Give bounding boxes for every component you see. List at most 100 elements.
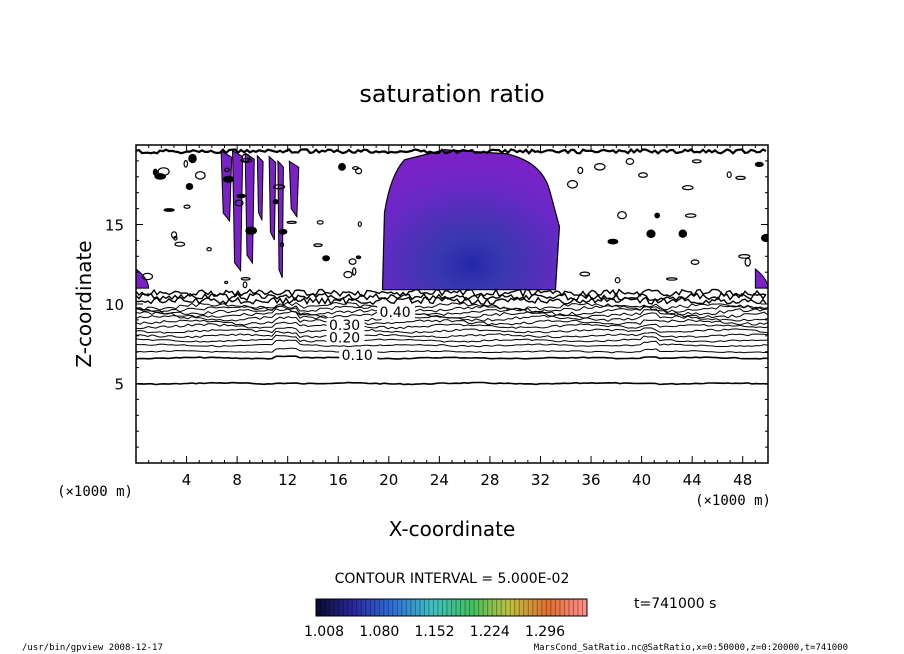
contour-line — [136, 308, 768, 319]
contour-blob — [241, 153, 251, 163]
contour-label: 0.10 — [342, 348, 373, 364]
contour-blob — [566, 180, 578, 189]
contour-blob — [313, 243, 323, 248]
contour-blob — [754, 161, 764, 167]
colorbar-stripes — [320, 599, 583, 616]
x-tick-label: 36 — [581, 471, 600, 489]
contour-blob — [183, 159, 189, 168]
contour-blob — [577, 166, 584, 175]
contour-blob — [242, 281, 248, 289]
x-tick-label: 32 — [531, 471, 550, 489]
x-axis-ticks: 4 8 12 16 20 24 28 32 36 40 44 48 — [148, 145, 756, 489]
footer-left: /usr/bin/gpview 2008-12-17 — [22, 643, 163, 653]
contour-blob — [194, 171, 206, 180]
contour-blob — [684, 213, 697, 218]
contour-blob — [245, 226, 257, 235]
y-tick-label: 15 — [105, 217, 124, 235]
contour-line-noisy — [136, 288, 767, 299]
region-main-updraft — [381, 149, 561, 291]
contour-line-top — [136, 148, 767, 155]
contour-label: 0.40 — [380, 305, 411, 321]
contour-blob — [352, 267, 357, 276]
contour-line — [136, 301, 768, 311]
contour-blob — [646, 229, 656, 239]
contour-blob — [272, 199, 279, 205]
contour-line — [136, 326, 768, 334]
contour-line — [136, 316, 768, 326]
contour-line-noisy — [136, 296, 767, 306]
contour-blob — [236, 193, 247, 199]
contour-blob — [690, 259, 700, 266]
x-tick-label: 12 — [278, 471, 297, 489]
contour-line — [136, 381, 768, 386]
contour-blob — [614, 277, 621, 284]
contour-blob — [691, 159, 702, 164]
contour-blob — [593, 163, 606, 171]
contour-line — [136, 347, 768, 354]
contour-blob — [617, 211, 627, 220]
colorbar-label: 1.080 — [359, 624, 399, 640]
colorbar-label: 1.152 — [414, 624, 454, 640]
time-label: t=741000 s — [634, 596, 716, 612]
region-streak — [288, 160, 300, 219]
contour-label-bg — [377, 305, 416, 320]
contour-blob — [240, 276, 251, 281]
contour-blob — [163, 208, 175, 212]
contour-label-bg — [339, 348, 378, 363]
contour-blob — [726, 171, 732, 179]
x-tick-label: 24 — [430, 471, 449, 489]
x-unit-label-left: (×1000 m) — [57, 484, 133, 500]
x-tick-label: 20 — [379, 471, 398, 489]
contour-blob — [665, 277, 678, 281]
contour-blob — [607, 238, 619, 245]
region-streak — [244, 152, 255, 265]
colorbar-gradient — [315, 598, 588, 617]
contour-blob — [286, 220, 297, 224]
chart-title: saturation ratio — [359, 80, 544, 108]
region-edge — [754, 268, 768, 289]
contour-blob — [173, 235, 178, 241]
contour-blob — [355, 167, 363, 175]
x-tick-label: 28 — [480, 471, 499, 489]
contour-blob — [183, 204, 191, 209]
contour-blob — [678, 229, 688, 238]
region-streak — [220, 150, 233, 223]
contour-line — [136, 305, 768, 317]
contour-line — [136, 330, 768, 339]
contour-blob — [348, 258, 357, 265]
contour-blob — [579, 271, 591, 277]
colorbar-tick-labels: 1.008 1.080 1.152 1.224 1.296 — [304, 624, 565, 640]
contour-blob — [625, 158, 635, 166]
contour-blob — [761, 233, 768, 243]
contour-blob — [273, 184, 286, 190]
x-unit-label-right: (×1000 m) — [695, 493, 771, 509]
contour-line — [136, 334, 768, 343]
contour-label-bg — [326, 317, 365, 332]
contour-blob — [316, 220, 324, 225]
colorbar: 1.008 1.080 1.152 1.224 1.296 — [304, 598, 588, 640]
contour-blob — [338, 162, 346, 171]
x-axis-label: X-coordinate — [389, 517, 516, 541]
colorbar-label: 1.296 — [525, 624, 565, 640]
contour-blob — [206, 246, 212, 252]
contour-label-bg — [326, 330, 365, 345]
contour-labels: 0.100.200.30 0.40 — [326, 305, 416, 364]
contour-blob — [174, 241, 186, 247]
contour-blob — [654, 212, 661, 219]
y-axis-ticks: 5 10 15 — [105, 160, 768, 448]
colorbar-label: 1.008 — [304, 624, 344, 640]
contour-line — [136, 321, 768, 330]
contour-blob — [322, 255, 331, 262]
colorbar-label: 1.224 — [470, 624, 510, 640]
contour-blob — [343, 270, 353, 279]
contour-label: 0.30 — [329, 318, 360, 334]
contour-line — [136, 355, 768, 360]
y-tick-label: 10 — [105, 296, 124, 314]
contour-blob — [681, 185, 694, 191]
contour-blob — [223, 175, 235, 183]
contour-blob — [355, 255, 362, 260]
region-streak — [232, 149, 244, 273]
contour-blob — [224, 280, 229, 285]
contour-blob — [279, 242, 285, 248]
